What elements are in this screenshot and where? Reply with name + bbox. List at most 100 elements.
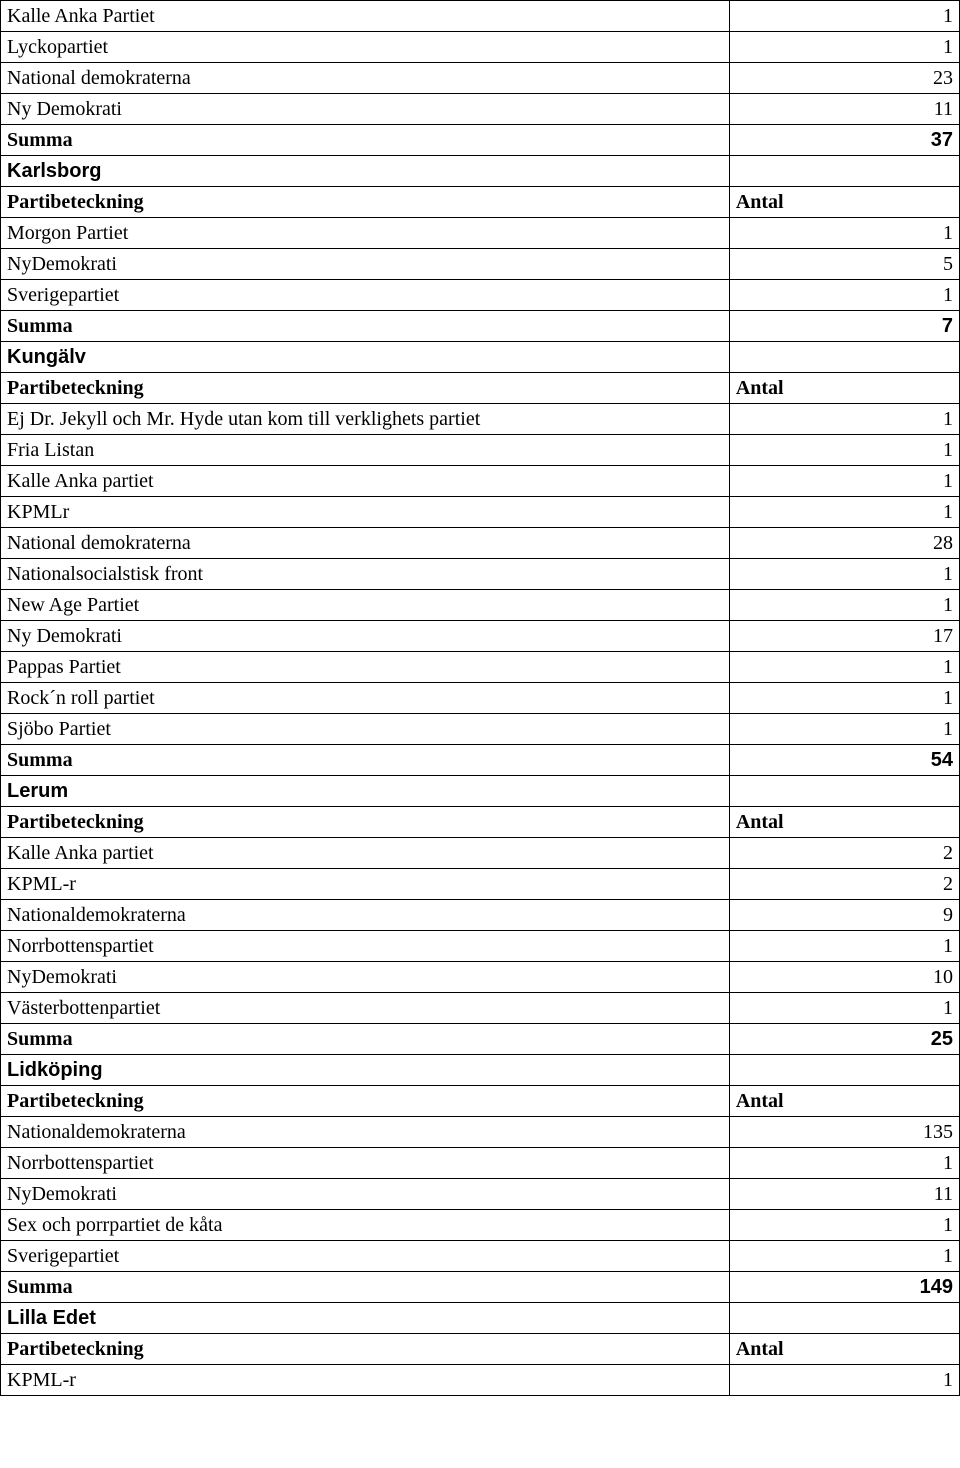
row-label: Pappas Partiet	[1, 652, 730, 683]
table-row: Pappas Partiet1	[1, 652, 960, 683]
table-row: PartibeteckningAntal	[1, 807, 960, 838]
row-value: 37	[729, 125, 959, 156]
row-value	[729, 776, 959, 807]
table-row: Lyckopartiet1	[1, 32, 960, 63]
table-row: New Age Partiet1	[1, 590, 960, 621]
row-label: Sex och porrpartiet de kåta	[1, 1210, 730, 1241]
row-value: 17	[729, 621, 959, 652]
row-value: 1	[729, 404, 959, 435]
row-label: Summa	[1, 311, 730, 342]
row-label: Partibeteckning	[1, 373, 730, 404]
row-value: 1	[729, 1365, 959, 1396]
row-label: NyDemokrati	[1, 962, 730, 993]
row-value: 5	[729, 249, 959, 280]
table-row: PartibeteckningAntal	[1, 1334, 960, 1365]
table-row: Summa37	[1, 125, 960, 156]
row-label: KPML-r	[1, 869, 730, 900]
row-value	[729, 1055, 959, 1086]
row-value: 2	[729, 838, 959, 869]
table-row: Norrbottenspartiet1	[1, 1148, 960, 1179]
table-row: National demokraterna23	[1, 63, 960, 94]
row-value: 11	[729, 1179, 959, 1210]
table-row: Sjöbo Partiet1	[1, 714, 960, 745]
table-row: Sverigepartiet1	[1, 1241, 960, 1272]
row-label: Lyckopartiet	[1, 32, 730, 63]
row-value: 10	[729, 962, 959, 993]
table-row: Morgon Partiet1	[1, 218, 960, 249]
row-label: Karlsborg	[1, 156, 730, 187]
table-row: Karlsborg	[1, 156, 960, 187]
row-label: Partibeteckning	[1, 1086, 730, 1117]
row-value: 135	[729, 1117, 959, 1148]
row-label: Norrbottenspartiet	[1, 1148, 730, 1179]
row-label: Nationaldemokraterna	[1, 900, 730, 931]
row-value: 2	[729, 869, 959, 900]
table-row: PartibeteckningAntal	[1, 187, 960, 218]
row-value: 1	[729, 218, 959, 249]
table-row: Summa25	[1, 1024, 960, 1055]
table-row: Rock´n roll partiet1	[1, 683, 960, 714]
row-label: KPML-r	[1, 1365, 730, 1396]
row-label: Nationaldemokraterna	[1, 1117, 730, 1148]
row-label: NyDemokrati	[1, 1179, 730, 1210]
row-label: Ny Demokrati	[1, 94, 730, 125]
table-row: Nationalsocialstisk front1	[1, 559, 960, 590]
row-label: Summa	[1, 125, 730, 156]
table-row: Kungälv	[1, 342, 960, 373]
row-label: Kalle Anka partiet	[1, 466, 730, 497]
row-value: 1	[729, 32, 959, 63]
row-value: 1	[729, 1210, 959, 1241]
row-label: Norrbottenspartiet	[1, 931, 730, 962]
row-label: Kalle Anka Partiet	[1, 1, 730, 32]
row-value: 28	[729, 528, 959, 559]
row-label: Lilla Edet	[1, 1303, 730, 1334]
row-value: 1	[729, 466, 959, 497]
table-row: Summa149	[1, 1272, 960, 1303]
row-label: Partibeteckning	[1, 1334, 730, 1365]
row-value	[729, 156, 959, 187]
table-row: Västerbottenpartiet1	[1, 993, 960, 1024]
table-row: KPMLr1	[1, 497, 960, 528]
table-row: Sverigepartiet1	[1, 280, 960, 311]
row-value: Antal	[729, 1086, 959, 1117]
row-value: 1	[729, 280, 959, 311]
row-label: Partibeteckning	[1, 807, 730, 838]
row-label: New Age Partiet	[1, 590, 730, 621]
row-value: 54	[729, 745, 959, 776]
row-label: National demokraterna	[1, 63, 730, 94]
table-row: Lidköping	[1, 1055, 960, 1086]
table-row: Ny Demokrati17	[1, 621, 960, 652]
table-row: Kalle Anka Partiet1	[1, 1, 960, 32]
row-label: Kalle Anka partiet	[1, 838, 730, 869]
table-row: Sex och porrpartiet de kåta1	[1, 1210, 960, 1241]
row-value	[729, 342, 959, 373]
row-value: 9	[729, 900, 959, 931]
table-row: PartibeteckningAntal	[1, 1086, 960, 1117]
row-label: Fria Listan	[1, 435, 730, 466]
table-row: Summa54	[1, 745, 960, 776]
row-value: 1	[729, 652, 959, 683]
row-value: 1	[729, 435, 959, 466]
table-row: Nationaldemokraterna9	[1, 900, 960, 931]
row-label: Summa	[1, 745, 730, 776]
row-value: 25	[729, 1024, 959, 1055]
row-label: Nationalsocialstisk front	[1, 559, 730, 590]
row-label: Summa	[1, 1024, 730, 1055]
table-row: Kalle Anka partiet1	[1, 466, 960, 497]
row-label: Västerbottenpartiet	[1, 993, 730, 1024]
row-value: 1	[729, 1241, 959, 1272]
row-value	[729, 1303, 959, 1334]
row-label: Lidköping	[1, 1055, 730, 1086]
table-row: Nationaldemokraterna135	[1, 1117, 960, 1148]
row-value: 1	[729, 590, 959, 621]
row-value: 1	[729, 993, 959, 1024]
party-results-table: Kalle Anka Partiet1Lyckopartiet1National…	[0, 0, 960, 1396]
table-row: KPML-r1	[1, 1365, 960, 1396]
row-value: 1	[729, 559, 959, 590]
row-label: Ej Dr. Jekyll och Mr. Hyde utan kom till…	[1, 404, 730, 435]
row-value: 1	[729, 714, 959, 745]
table-row: Lerum	[1, 776, 960, 807]
row-value: 1	[729, 1148, 959, 1179]
row-label: Morgon Partiet	[1, 218, 730, 249]
table-row: NyDemokrati10	[1, 962, 960, 993]
